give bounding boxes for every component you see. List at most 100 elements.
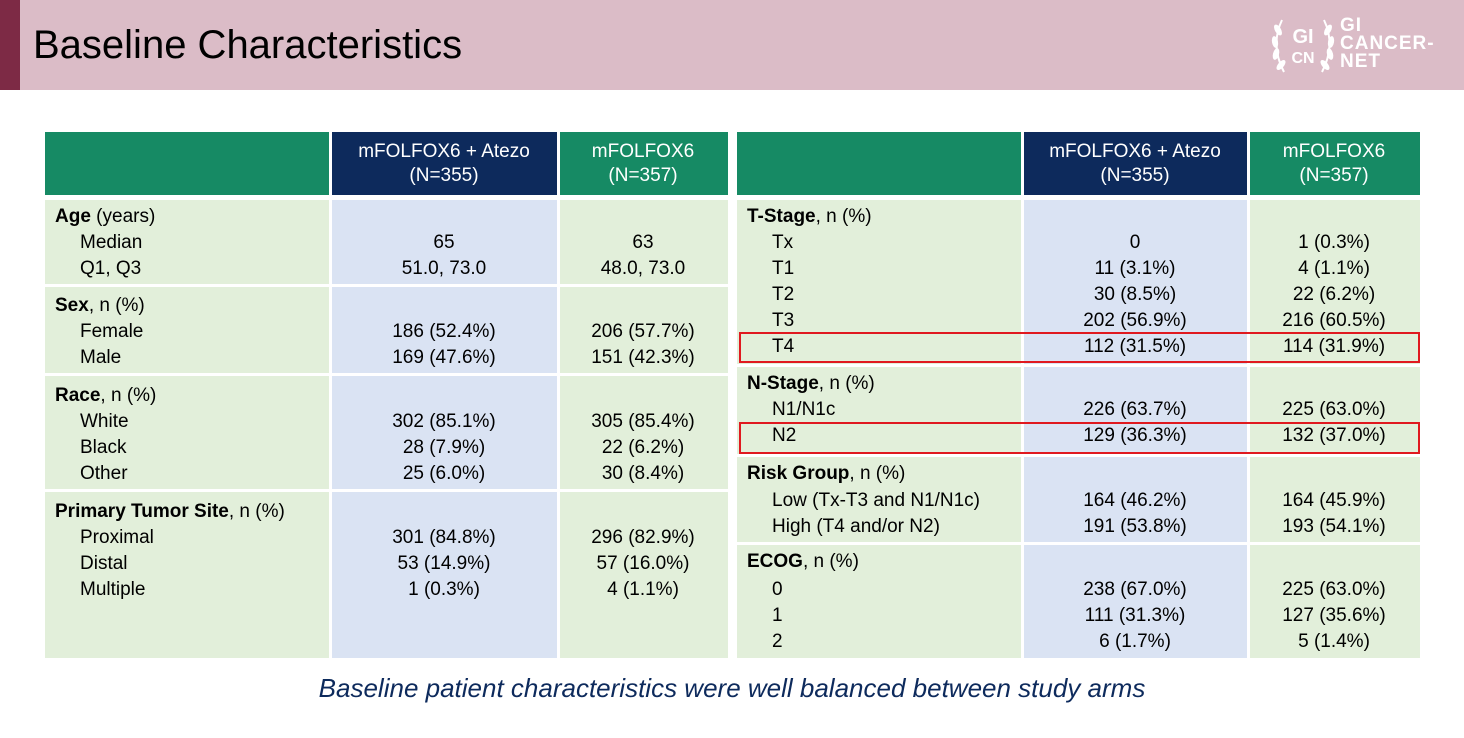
header-separator bbox=[737, 195, 1420, 200]
row-label: T1 bbox=[772, 258, 795, 279]
row-label: Tx bbox=[772, 232, 794, 253]
row-label: Male bbox=[80, 347, 122, 368]
cell-arm-b: 216 (60.5%) bbox=[1282, 310, 1386, 331]
row-label: Q1, Q3 bbox=[80, 258, 142, 279]
logo-wordmark: GI CANCER- NET bbox=[1340, 15, 1435, 72]
group-title-race: Race, n (%) bbox=[55, 385, 157, 406]
row-label: 0 bbox=[772, 579, 783, 600]
label-column bbox=[737, 132, 1022, 658]
arm-a-n: (N=355) bbox=[409, 164, 479, 186]
row-label: Low (Tx-T3 and N1/N1c) bbox=[772, 490, 981, 511]
cell-arm-a: 1 (0.3%) bbox=[408, 579, 480, 600]
row-label: White bbox=[80, 411, 129, 432]
cell-arm-b: 48.0, 73.0 bbox=[600, 258, 686, 279]
row-label: 2 bbox=[772, 631, 783, 652]
gi-cancer-net-logo: GI CN GI CANCER- NET bbox=[1268, 12, 1458, 78]
cell-arm-a: 30 (8.5%) bbox=[1093, 284, 1177, 305]
arm-a-n: (N=355) bbox=[1100, 164, 1170, 186]
group-title-n-stage: N-Stage, n (%) bbox=[747, 373, 875, 394]
row-label: Proximal bbox=[80, 527, 154, 548]
cell-arm-a: 301 (84.8%) bbox=[392, 527, 496, 548]
row-label: Black bbox=[80, 437, 127, 458]
cell-arm-b: 5 (1.4%) bbox=[1298, 631, 1370, 652]
group-title-sex: Sex, n (%) bbox=[55, 295, 145, 316]
row-separator bbox=[45, 489, 728, 492]
slide-caption: Baseline patient characteristics were we… bbox=[318, 673, 1146, 703]
cell-arm-a: 25 (6.0%) bbox=[402, 463, 486, 484]
cell-arm-b: 151 (42.3%) bbox=[591, 347, 695, 368]
left-table: mFOLFOX6 + Atezo (N=355) mFOLFOX6 (N=357… bbox=[45, 132, 728, 658]
arm-a-column bbox=[330, 132, 558, 658]
row-label: Female bbox=[80, 321, 144, 342]
slide-header: Baseline Characteristics GI CN GI CANCE bbox=[0, 0, 1464, 90]
row-label: Other bbox=[80, 463, 128, 484]
cell-arm-a: 65 bbox=[433, 232, 455, 253]
cell-arm-a: 186 (52.4%) bbox=[392, 321, 496, 342]
header-arm-b: mFOLFOX6 (N=357) bbox=[558, 132, 728, 195]
right-table: mFOLFOX6 + Atezo (N=355) mFOLFOX6 (N=357… bbox=[737, 132, 1420, 658]
header-arm-a: mFOLFOX6 + Atezo (N=355) bbox=[330, 132, 558, 195]
group-title-ecog: ECOG, n (%) bbox=[747, 551, 859, 572]
cell-arm-b: 296 (82.9%) bbox=[591, 527, 695, 548]
row-label: 1 bbox=[772, 605, 783, 626]
cell-arm-b: 193 (54.1%) bbox=[1282, 516, 1386, 537]
cell-arm-b: 305 (85.4%) bbox=[591, 411, 695, 432]
logo-line-3: NET bbox=[1340, 51, 1381, 72]
arm-a-name: mFOLFOX6 + Atezo bbox=[1049, 140, 1221, 162]
cell-arm-a: 111 (31.3%) bbox=[1084, 605, 1186, 626]
arm-b-n: (N=357) bbox=[1299, 164, 1369, 186]
column-separator bbox=[557, 132, 560, 658]
cell-arm-b: 22 (6.2%) bbox=[1292, 284, 1376, 305]
row-label: N1/N1c bbox=[772, 399, 836, 420]
header-accent-bar bbox=[0, 0, 20, 90]
label-column bbox=[45, 132, 330, 658]
row-label: Median bbox=[80, 232, 143, 253]
arm-b-column bbox=[1248, 132, 1420, 658]
cell-arm-b: 225 (63.0%) bbox=[1282, 399, 1386, 420]
cell-arm-a: 238 (67.0%) bbox=[1083, 579, 1187, 600]
row-label: High (T4 and/or N2) bbox=[772, 516, 940, 537]
cell-arm-b: 4 (1.1%) bbox=[607, 579, 679, 600]
cell-arm-b: 30 (8.4%) bbox=[601, 463, 685, 484]
row-separator bbox=[737, 364, 1420, 367]
header-blank-cell bbox=[45, 132, 330, 195]
row-label: T2 bbox=[772, 284, 795, 305]
row-label: Distal bbox=[80, 553, 128, 574]
cell-arm-a: 11 (3.1%) bbox=[1094, 258, 1176, 279]
column-separator bbox=[1247, 132, 1250, 658]
cell-arm-b: 127 (35.6%) bbox=[1282, 605, 1386, 626]
group-title-age: Age (years) bbox=[55, 206, 156, 227]
arm-b-n: (N=357) bbox=[608, 164, 678, 186]
arm-b-name: mFOLFOX6 bbox=[1282, 140, 1386, 162]
cell-arm-a: 169 (47.6%) bbox=[392, 347, 496, 368]
cell-arm-a: 129 (36.3%) bbox=[1083, 425, 1187, 446]
row-label: Multiple bbox=[80, 579, 146, 600]
header-separator bbox=[45, 195, 728, 200]
cell-arm-b: 63 bbox=[632, 232, 654, 253]
cell-arm-a: 226 (63.7%) bbox=[1083, 399, 1187, 420]
cell-arm-b: 225 (63.0%) bbox=[1282, 579, 1386, 600]
cell-arm-a: 112 (31.5%) bbox=[1083, 336, 1187, 357]
cell-arm-a: 0 bbox=[1129, 232, 1141, 253]
row-separator bbox=[737, 454, 1420, 457]
cell-arm-a: 51.0, 73.0 bbox=[401, 258, 487, 279]
cell-arm-b: 206 (57.7%) bbox=[591, 321, 695, 342]
arm-a-column bbox=[1022, 132, 1248, 658]
cell-arm-b: 164 (45.9%) bbox=[1282, 490, 1386, 511]
cell-arm-b: 1 (0.3%) bbox=[1298, 232, 1370, 253]
row-separator bbox=[45, 373, 728, 376]
group-title-t-stage: T-Stage, n (%) bbox=[747, 206, 872, 227]
cell-arm-b: 22 (6.2%) bbox=[601, 437, 685, 458]
cell-arm-a: 302 (85.1%) bbox=[392, 411, 496, 432]
logo-letters-bottom: CN bbox=[1291, 50, 1314, 67]
row-label: N2 bbox=[772, 425, 797, 446]
column-separator bbox=[329, 132, 332, 658]
cell-arm-a: 164 (46.2%) bbox=[1083, 490, 1187, 511]
cell-arm-a: 202 (56.9%) bbox=[1083, 310, 1187, 331]
logo-line-1: GI bbox=[1340, 15, 1363, 36]
cell-arm-a: 28 (7.9%) bbox=[402, 437, 486, 458]
group-title-primary-tumor-site: Primary Tumor Site, n (%) bbox=[55, 501, 285, 522]
cell-arm-b: 4 (1.1%) bbox=[1298, 258, 1370, 279]
arm-b-column bbox=[558, 132, 728, 658]
arm-a-name: mFOLFOX6 + Atezo bbox=[358, 140, 530, 162]
